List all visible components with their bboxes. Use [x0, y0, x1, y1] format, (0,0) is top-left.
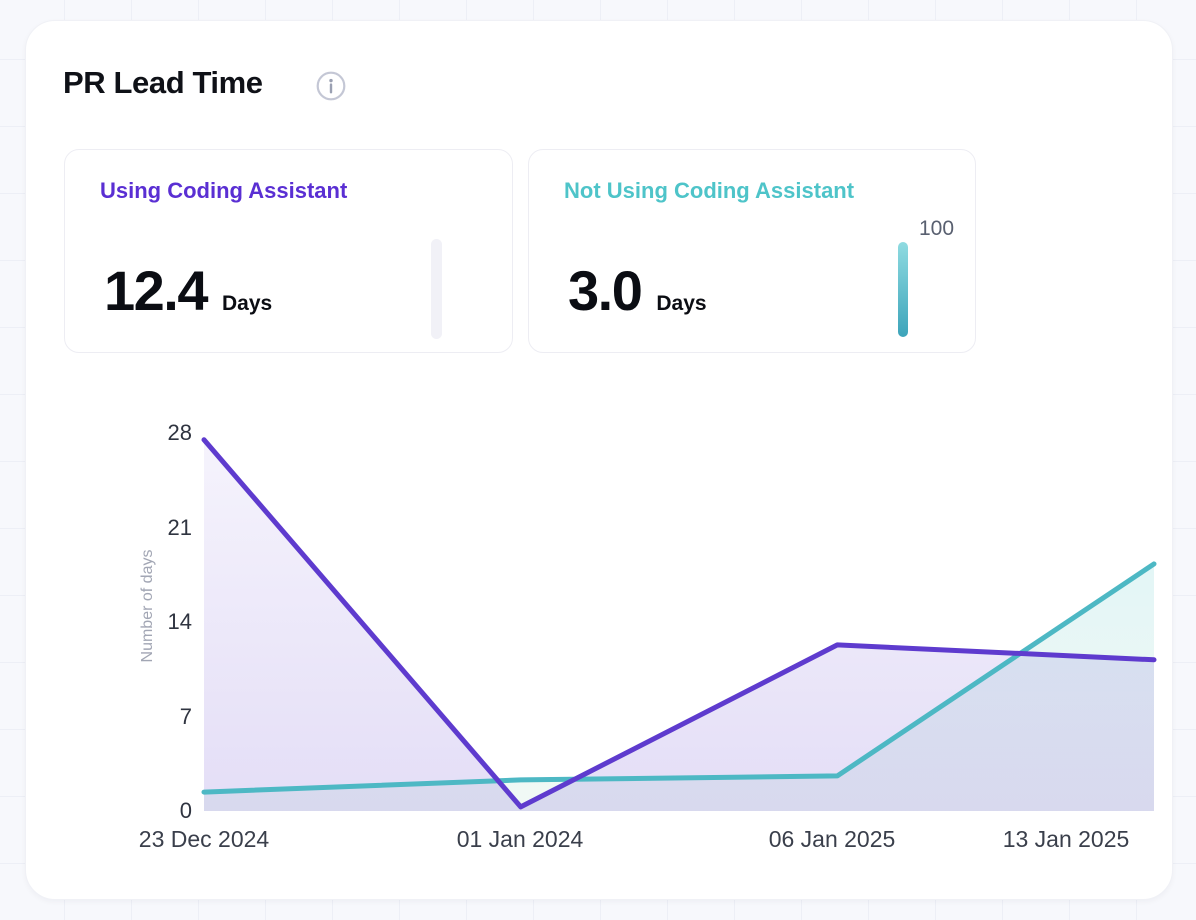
stat-value: 3.0	[568, 259, 643, 322]
x-axis-tick: 23 Dec 2024	[138, 826, 270, 852]
y-axis-tick: 0	[179, 798, 192, 823]
page-title: PR Lead Time	[63, 65, 263, 100]
stat-value-row: 3.0 Days	[568, 263, 707, 319]
not-using-coding-assistant-line	[201, 561, 1157, 795]
stat-label: Using Coding Assistant	[100, 178, 348, 203]
pr-lead-time-chart	[201, 437, 1157, 811]
stat-card-using-assistant: Using Coding Assistant 12.4 Days	[64, 149, 513, 353]
stat-bar-track	[431, 239, 442, 339]
stat-unit: Days	[222, 292, 273, 315]
using-coding-assistant-line	[201, 437, 1157, 810]
stat-value-row: 12.4 Days	[104, 263, 272, 319]
using-coding-assistant-area	[204, 439, 1154, 811]
pr-lead-time-card: PR Lead Time Using Coding Assistant 12.4…	[25, 20, 1173, 900]
y-axis-tick: 7	[179, 703, 192, 729]
x-axis-tick: 06 Jan 2025	[768, 826, 896, 852]
x-axis-tick: 01 Jan 2024	[456, 826, 584, 852]
y-axis-tick: 28	[167, 420, 192, 445]
stat-bar-max-label: 100	[919, 217, 955, 240]
x-axis-tick: 13 Jan 2025	[1002, 826, 1130, 852]
y-axis-tick: 14	[167, 609, 192, 634]
stat-card-not-using-assistant: Not Using Coding Assistant 3.0 Days 100	[528, 149, 976, 353]
stat-value: 12.4	[104, 259, 209, 322]
stat-bar-fill	[898, 242, 908, 337]
stat-label: Not Using Coding Assistant	[564, 178, 855, 203]
y-axis-title: Number of days	[139, 549, 156, 663]
y-axis-tick: 21	[167, 514, 192, 540]
info-icon[interactable]	[316, 71, 346, 101]
stat-unit: Days	[656, 292, 707, 315]
